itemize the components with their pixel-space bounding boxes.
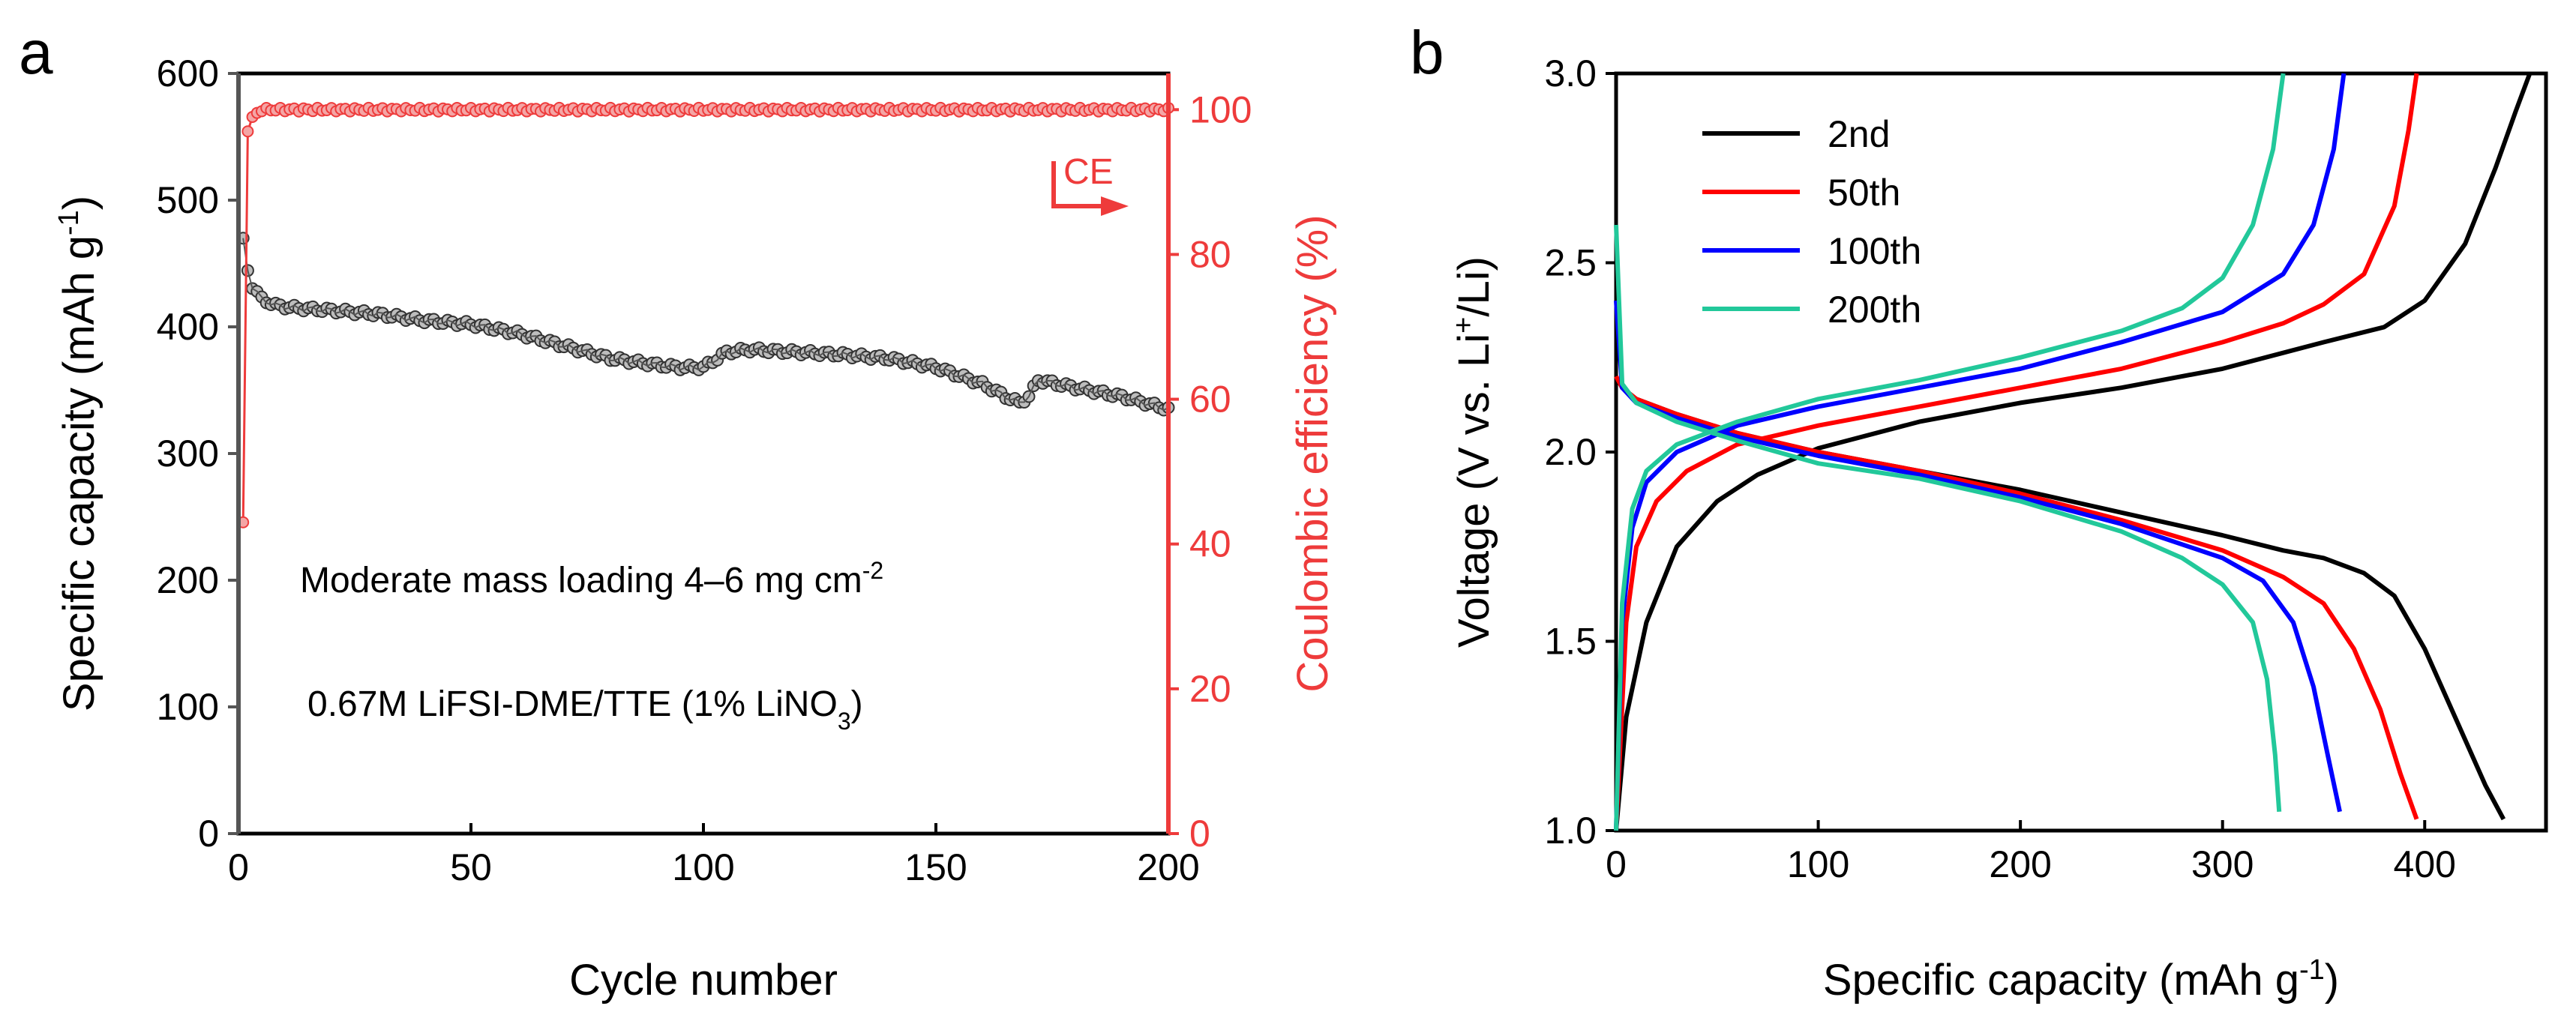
chart-b-ylabel-main: Voltage (V vs. Li: [1450, 334, 1498, 648]
legend-label: 50th: [1828, 172, 1900, 214]
panel-label-a: a: [19, 19, 53, 87]
ce-arrowhead-icon: [1101, 196, 1129, 216]
chart-a-ytick-label: 500: [157, 179, 219, 221]
capacity-line: [242, 238, 1169, 412]
chart-a-xtick-label: 0: [228, 846, 249, 888]
chart-a-y2tick-label: 20: [1189, 668, 1231, 710]
chart-a-capacity-series: [236, 232, 1175, 417]
curve-2nd-charge: [1614, 72, 2533, 831]
electrolyte-annotation-close: ): [851, 684, 863, 724]
ce-arrow-icon: [1051, 161, 1106, 208]
electrolyte-annotation-main: 0.67M LiFSI-DME/TTE (1% LiNO: [307, 684, 838, 724]
chart-b-ytick-label: 1.5: [1544, 621, 1597, 663]
chart-b-ylabel: Voltage (V vs. Li+/Li): [1448, 256, 1498, 648]
electrolyte-annotation-sub: 3: [838, 708, 851, 735]
chart-a-ytick-label: 400: [157, 306, 219, 348]
chart-a-y2tick-label: 0: [1189, 813, 1210, 855]
loading-annotation-main: Moderate mass loading 4–6 mg cm: [300, 561, 862, 600]
panel-label-b: b: [1410, 19, 1444, 87]
chart-b: 0 100 200 300 400 1.0 1.5 2.0 2.5 3.0 2nd 50th 100t…: [1448, 52, 2548, 1005]
ce-point: [241, 125, 254, 138]
chart-b-xtick-label: 200: [1989, 843, 2051, 885]
loading-annotation-sup: -2: [862, 557, 883, 584]
chart-b-xtick-label: 300: [2191, 843, 2254, 885]
ce-arrow-indicator: CE: [1051, 152, 1129, 216]
chart-b-xtick-label: 400: [2394, 843, 2456, 885]
chart-b-xtick-label: 100: [1787, 843, 1849, 885]
curve-50th-charge: [1614, 73, 2419, 831]
chart-a-loading-annotation: Moderate mass loading 4–6 mg cm-2: [300, 557, 883, 600]
chart-a-xtick-label: 100: [672, 846, 734, 888]
chart-a-ytick-label: 600: [157, 52, 219, 94]
chart-b-xlabel-close: ): [2325, 956, 2339, 1005]
chart-b-curves: [1614, 72, 2533, 831]
chart-a-xtick-label: 200: [1137, 846, 1199, 888]
chart-b-ylabel-close: /Li): [1450, 256, 1498, 317]
legend-label: 100th: [1828, 230, 1921, 272]
chart-b-ytick-label: 1.0: [1544, 810, 1597, 852]
chart-b-ytick-label: 3.0: [1544, 52, 1597, 94]
chart-b-xtick-label: 0: [1606, 843, 1627, 885]
legend-label: 2nd: [1828, 113, 1890, 155]
chart-b-ytick-label: 2.0: [1544, 431, 1597, 473]
ce-arrow-label: CE: [1063, 152, 1114, 192]
chart-b-plot-area: [1614, 71, 2548, 833]
chart-a-ylabel: Specific capacity (mAh g-1): [53, 196, 103, 711]
chart-a-ytick-label: 100: [157, 686, 219, 728]
chart-a-xlabel: Cycle number: [569, 956, 838, 1005]
curve-100th-charge: [1614, 73, 2347, 831]
chart-a-y2tick-label: 40: [1189, 523, 1231, 565]
chart-a-ce-series: [237, 101, 1174, 528]
legend-label: 200th: [1828, 289, 1921, 331]
chart-a-xtick-label: 50: [450, 846, 492, 888]
curve-200th-discharge: [1614, 224, 2282, 813]
chart-a-y2label: Coulombic efficiency (%): [1288, 214, 1337, 692]
chart-a-y2tick-label: 80: [1189, 233, 1231, 275]
chart-a-xtick-label: 150: [904, 846, 967, 888]
chart-a: 0 50 100 150 2000100200300400500600020406080…: [53, 52, 1337, 1005]
chart-b-legend: 2nd 50th 100th 200th: [1702, 113, 1921, 331]
chart-a-ytick-label: 300: [157, 433, 219, 475]
chart-a-y2tick-label: 100: [1189, 88, 1252, 130]
curve-50th-discharge: [1614, 375, 2419, 820]
chart-a-ylabel-close: ): [55, 196, 103, 210]
chart-b-xlabel-main: Specific capacity (mAh g: [1823, 956, 2299, 1005]
chart-a-ytick-label: 0: [198, 813, 219, 855]
chart-b-ytick-label: 2.5: [1544, 242, 1597, 284]
chart-a-y2tick-label: 60: [1189, 379, 1231, 421]
chart-b-xlabel: Specific capacity (mAh g-1): [1823, 954, 2339, 1005]
chart-a-electrolyte-annotation: 0.67M LiFSI-DME/TTE (1% LiNO3): [307, 684, 863, 735]
chart-b-xlabel-sup: -1: [2299, 954, 2325, 986]
chart-a-ylabel-sup: -1: [53, 210, 85, 235]
chart-a-ylabel-main: Specific capacity (mAh g: [55, 235, 103, 711]
chart-a-ytick-label: 200: [157, 559, 219, 601]
curve-200th-charge: [1614, 73, 2286, 831]
chart-b-ylabel-sup: +: [1448, 317, 1480, 334]
